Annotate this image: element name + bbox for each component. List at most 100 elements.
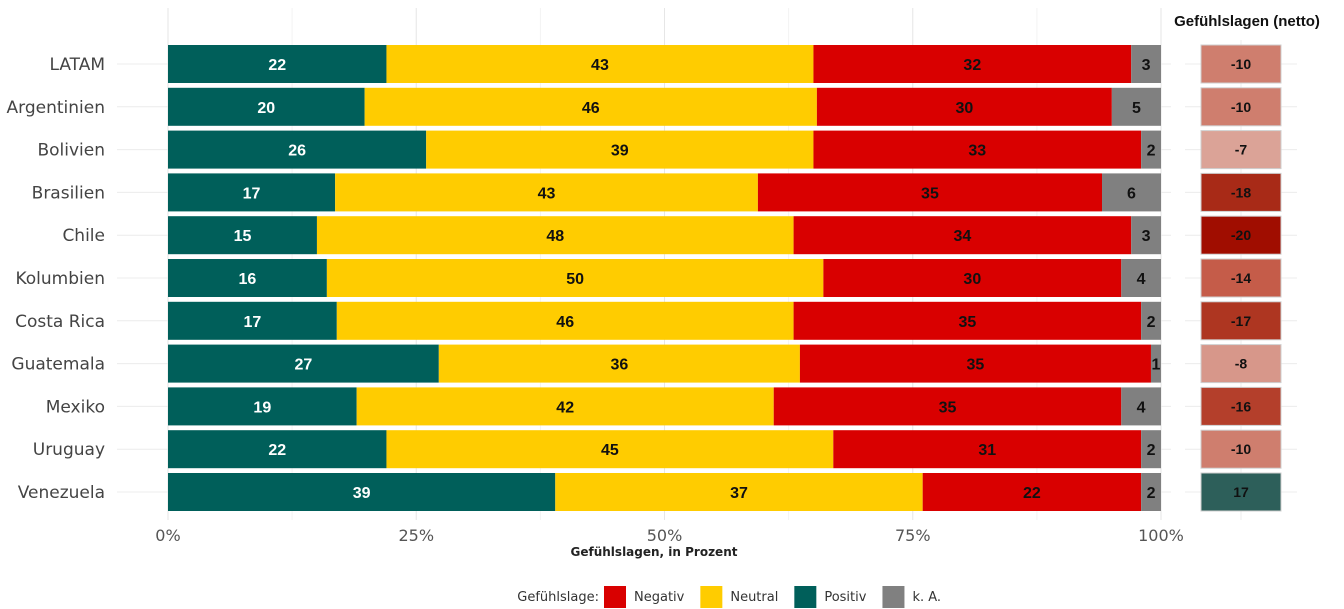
net-value: -7 xyxy=(1235,142,1248,158)
bar-segment xyxy=(168,473,556,511)
bar-segment xyxy=(1141,301,1161,340)
legend: Gefühlslage: Negativ Neutral Positiv k. A. xyxy=(517,586,941,608)
legend-title: Gefühlslage: xyxy=(517,590,599,605)
bar-segment xyxy=(168,301,337,340)
data-label: 45 xyxy=(601,442,619,459)
bar-segment xyxy=(168,430,387,469)
bar-segment xyxy=(168,387,357,426)
net-cell xyxy=(1200,386,1282,426)
bar-segment xyxy=(426,130,814,169)
bar-segment xyxy=(1121,387,1161,426)
net-value: 17 xyxy=(1233,484,1249,500)
x-tick-label: 25% xyxy=(398,526,434,545)
bar-segment xyxy=(168,259,327,297)
bar-segment xyxy=(799,344,1151,383)
data-label: 1 xyxy=(1152,357,1161,374)
bar-segment xyxy=(168,45,387,83)
bar-segment xyxy=(1141,430,1161,469)
net-cell xyxy=(1200,44,1282,84)
data-label: 16 xyxy=(239,271,257,288)
data-label: 17 xyxy=(243,185,261,202)
bar-segment xyxy=(168,216,317,255)
data-label: 2 xyxy=(1147,143,1156,160)
data-label: 39 xyxy=(611,143,629,160)
data-label: 4 xyxy=(1137,271,1146,288)
x-tick-label: 50% xyxy=(647,526,683,545)
data-label: 35 xyxy=(921,185,939,202)
category-label: Guatemala xyxy=(11,355,105,375)
bar-segment xyxy=(1131,216,1161,255)
bar-segment xyxy=(1111,87,1161,126)
net-value: -10 xyxy=(1231,441,1251,457)
x-tick-label: 0% xyxy=(155,526,180,545)
bar-segment xyxy=(168,344,439,383)
data-label: 37 xyxy=(730,485,748,502)
net-cell xyxy=(1200,172,1282,212)
data-label: 15 xyxy=(234,228,252,245)
net-value: -17 xyxy=(1231,313,1251,329)
data-label: 2 xyxy=(1147,485,1156,502)
x-tick-label: 100% xyxy=(1138,526,1184,545)
category-label: Venezuela xyxy=(18,483,105,503)
data-label: 46 xyxy=(582,100,600,117)
bar-segment xyxy=(555,473,923,511)
data-label: 46 xyxy=(556,314,574,331)
net-value: -16 xyxy=(1231,398,1251,414)
bar-segment xyxy=(816,87,1112,126)
data-label: 4 xyxy=(1137,399,1146,416)
bar-segment xyxy=(1131,45,1161,83)
bar-segment xyxy=(757,173,1103,212)
data-label: 35 xyxy=(939,399,957,416)
bar-segment xyxy=(773,387,1122,426)
legend-label: Neutral xyxy=(730,590,778,605)
data-label: 33 xyxy=(968,143,986,160)
bar-segment xyxy=(1150,344,1161,383)
data-label: 32 xyxy=(963,57,981,74)
bar-segment xyxy=(386,430,834,469)
bar-segment xyxy=(335,173,758,212)
net-value: -20 xyxy=(1231,227,1251,243)
category-label: Chile xyxy=(62,226,105,246)
data-label: 22 xyxy=(1023,485,1041,502)
net-cell xyxy=(1200,301,1282,341)
net-value: -10 xyxy=(1231,56,1251,72)
net-value: -8 xyxy=(1235,356,1248,372)
data-label: 6 xyxy=(1127,185,1136,202)
net-cell xyxy=(1200,344,1282,384)
net-cell xyxy=(1200,429,1282,469)
data-label: 30 xyxy=(955,100,973,117)
bar-segment xyxy=(793,216,1132,255)
bar-segment xyxy=(326,259,824,297)
data-label: 31 xyxy=(978,442,996,459)
data-label: 43 xyxy=(538,185,556,202)
bar-segment xyxy=(813,45,1132,83)
data-label: 19 xyxy=(253,399,271,416)
bar-segment xyxy=(364,87,817,126)
data-label: 27 xyxy=(295,357,313,374)
data-label: 43 xyxy=(591,57,609,74)
category-label: LATAM xyxy=(49,55,105,75)
category-label: Uruguay xyxy=(33,440,105,460)
bar-segment xyxy=(438,344,800,383)
x-axis-title: Gefühlslagen, in Prozent xyxy=(571,545,738,559)
data-label: 5 xyxy=(1132,100,1141,117)
bar-segment xyxy=(356,387,774,426)
bar-segment xyxy=(168,130,427,169)
bar-segment xyxy=(168,87,365,126)
data-label: 30 xyxy=(963,271,981,288)
bar-segment xyxy=(336,301,794,340)
data-label: 3 xyxy=(1142,228,1151,245)
net-cell xyxy=(1200,472,1282,512)
legend-swatch xyxy=(604,586,626,608)
data-label: 35 xyxy=(967,357,985,374)
legend-label: k. A. xyxy=(912,590,941,605)
category-label: Costa Rica xyxy=(15,312,105,332)
net-cell xyxy=(1200,130,1282,170)
data-label: 36 xyxy=(610,357,628,374)
legend-swatch xyxy=(882,586,905,608)
net-cell xyxy=(1200,258,1282,298)
data-label: 42 xyxy=(556,399,574,416)
data-label: 48 xyxy=(546,228,564,245)
category-label: Brasilien xyxy=(32,183,105,203)
bar-segment xyxy=(1121,259,1161,297)
